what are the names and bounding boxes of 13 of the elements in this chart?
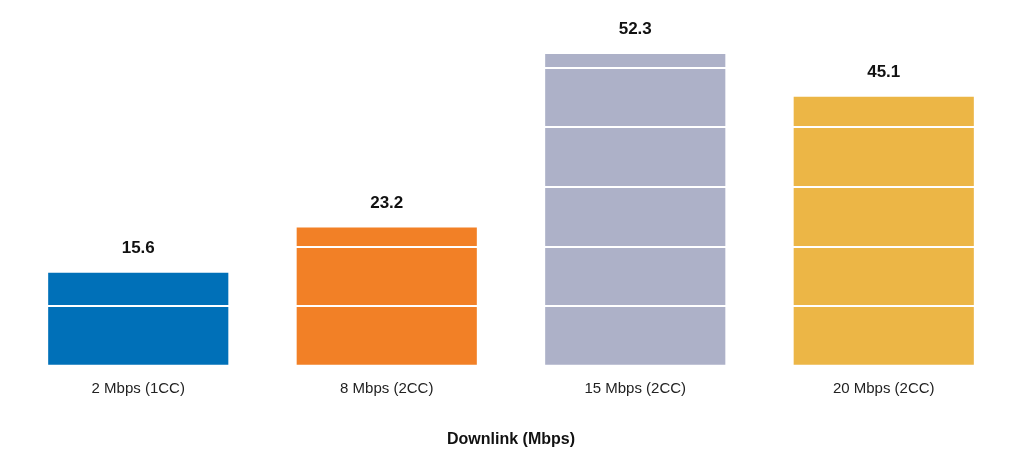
data-label: 23.2: [370, 192, 404, 212]
bar: [545, 53, 726, 365]
x-tick-label: 2 Mbps (1CC): [91, 378, 185, 396]
x-axis-title: Downlink (Mbps): [447, 429, 575, 447]
bar: [48, 272, 229, 365]
x-tick-label: 8 Mbps (2CC): [340, 378, 434, 396]
data-label: 45.1: [867, 62, 901, 82]
data-label: 52.3: [618, 19, 652, 39]
x-tick-label: 20 Mbps (2CC): [832, 378, 935, 396]
bar: [296, 227, 477, 365]
x-tick-label: 15 Mbps (2CC): [584, 378, 687, 396]
data-label: 15.6: [121, 237, 155, 257]
bar: [793, 96, 974, 365]
